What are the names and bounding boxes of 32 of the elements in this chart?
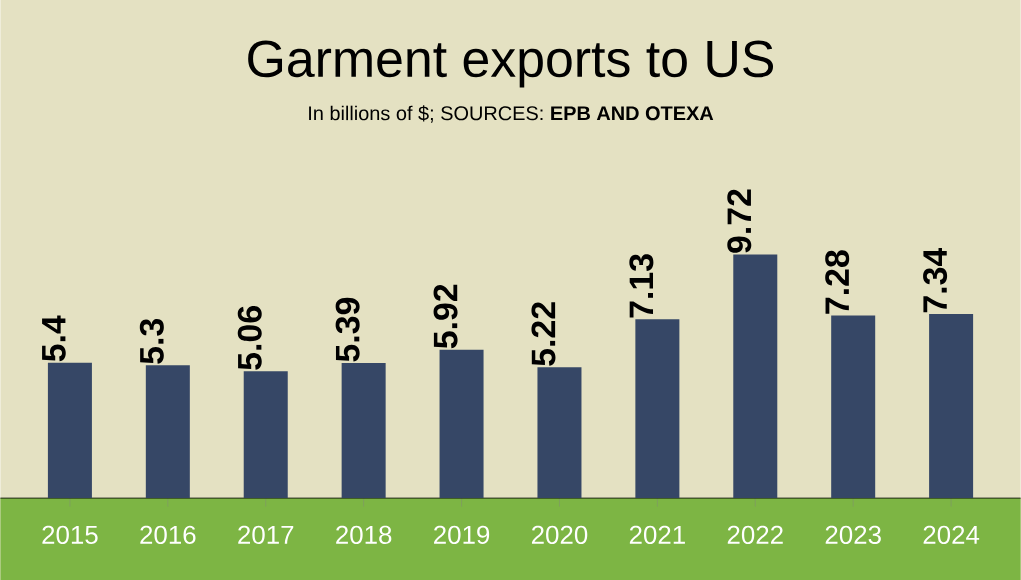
data-label: 5.4 — [42, 315, 66, 362]
data-label: 7.34 — [923, 247, 948, 313]
data-label: 7.13 — [629, 254, 654, 318]
x-tick-label: 2019 — [434, 525, 490, 544]
data-label: 5.06 — [237, 306, 262, 370]
x-tick-label: 2017 — [238, 525, 294, 544]
data-label: 7.28 — [825, 250, 850, 314]
x-tick-label: 2015 — [42, 525, 98, 544]
x-tick-label: 2024 — [923, 525, 980, 544]
data-label: 5.39 — [335, 297, 360, 362]
data-label: 5.92 — [433, 284, 458, 349]
chart-title: Garment exports to US — [248, 40, 774, 88]
bar — [341, 362, 386, 499]
x-tick-label: 2023 — [825, 525, 881, 544]
bar — [145, 365, 190, 499]
chart-subtitle: In billions of $; SOURCES: EPB AND OTEXA — [309, 105, 714, 123]
x-tick-label: 2022 — [727, 525, 783, 544]
bar — [635, 319, 680, 499]
bar — [733, 254, 778, 499]
x-tick-label: 2018 — [336, 525, 392, 544]
x-tick-label: 2020 — [531, 525, 588, 544]
x-tick-label: 2021 — [629, 525, 685, 544]
bar — [537, 367, 582, 499]
bar — [929, 314, 974, 499]
data-label: 5.3 — [139, 318, 164, 364]
bar — [243, 371, 288, 499]
data-label: 9.72 — [727, 189, 752, 253]
x-tick-label: 2016 — [140, 525, 196, 544]
bar — [439, 349, 484, 499]
bar — [831, 315, 876, 499]
data-label: 5.22 — [531, 302, 556, 366]
bar — [47, 362, 92, 499]
